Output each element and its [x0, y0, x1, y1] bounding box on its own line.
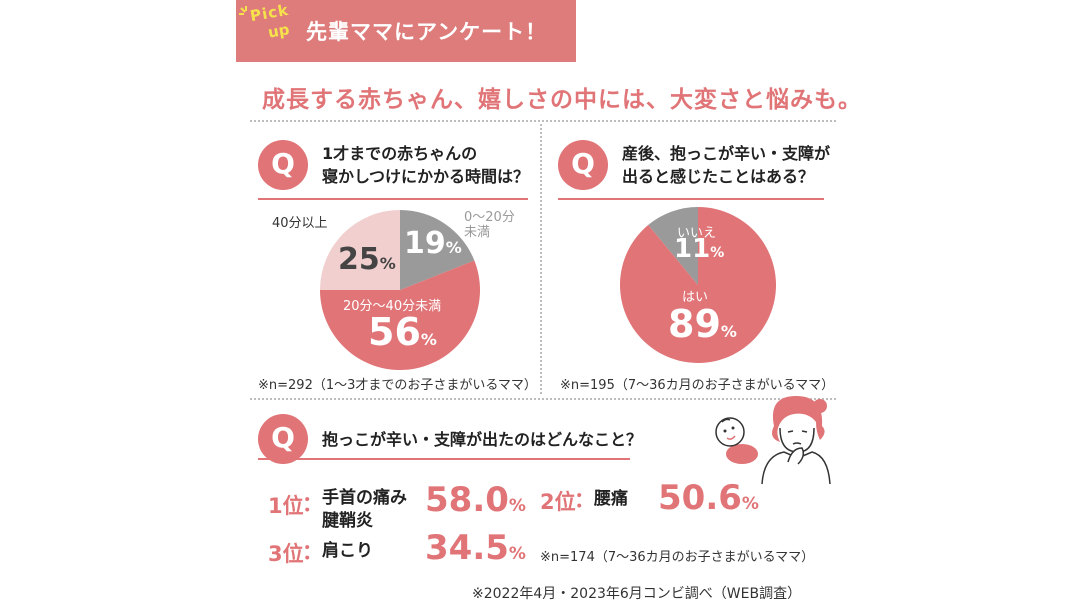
- q1-rule: [258, 198, 528, 200]
- q1-sample-note: ※n=292（1〜3才までのお子さまがいるママ）: [258, 378, 537, 393]
- q1-pct-0-20: 19%: [404, 226, 462, 261]
- q1-pie-chart: [320, 210, 480, 370]
- pie-slice-1: [648, 207, 698, 285]
- q3-rule: [258, 458, 630, 460]
- rank-2-item: 腰痛: [594, 489, 628, 509]
- q2-badge: Q: [558, 140, 608, 190]
- worried-mother-illustration: [761, 396, 831, 484]
- pie-slice-1: [320, 260, 480, 370]
- rank-1-colon: ：: [302, 492, 323, 516]
- q2-pct-yes: 89%: [668, 302, 737, 346]
- baby-illustration: [715, 417, 758, 464]
- q2-pct-no: 11%: [674, 234, 725, 264]
- q2-label-yes: はい: [682, 290, 709, 305]
- q1-pct-20-40: 56%: [368, 310, 437, 354]
- q1-pie-slices: [320, 210, 480, 370]
- rank-3-value: 34.5%: [425, 528, 526, 568]
- q2-label-no: いいえ: [677, 226, 717, 241]
- header-title: 先輩ママにアンケート！: [306, 20, 548, 44]
- q2-pie-slices: [620, 207, 776, 363]
- rank-2-label: 2位: [540, 490, 576, 514]
- q2-rule: [558, 198, 824, 200]
- spark-icon: [239, 6, 247, 15]
- rank-1-item-line1: 手首の痛み: [322, 488, 407, 508]
- q1-question-line1: 1才までの赤ちゃんの: [322, 144, 478, 163]
- q1-label-0-20-suffix: 未満: [464, 225, 491, 240]
- q1-question-line2: 寝かしつけにかかる時間は？: [322, 167, 530, 186]
- q1-pct-40plus: 25%: [338, 242, 396, 277]
- divider-middle: [540, 124, 542, 394]
- header-band: [236, 0, 576, 62]
- rank-1-item-line2: 腱鞘炎: [322, 511, 373, 531]
- q3-sample-note: ※n=174（7〜36カ月のお子さまがいるママ）: [540, 550, 815, 565]
- survey-footnote: ※2022年4月・2023年6月コンビ調べ（WEB調査）: [472, 586, 802, 602]
- rank-2-colon: ：: [574, 488, 595, 512]
- rank-3-colon: ：: [302, 540, 323, 564]
- q2-question-line2: 出ると感じたことはある？: [622, 167, 815, 186]
- q2-question-line1: 産後、抱っこが辛い・支障が: [622, 144, 831, 163]
- rank-3-item: 肩こり: [322, 541, 373, 561]
- divider-bottom: [250, 398, 836, 400]
- divider-top: [250, 120, 836, 122]
- q1-label-20-40: 20分〜40分未満: [343, 299, 442, 314]
- page-subtitle: 成長する赤ちゃん、嬉しさの中には、大変さと悩みも。: [262, 87, 862, 113]
- pickup-label-2: up: [266, 20, 291, 42]
- q1-badge: Q: [258, 140, 308, 190]
- rank-3-label: 3位: [268, 542, 304, 566]
- pie-slice-2: [320, 210, 400, 290]
- rank-1-value: 58.0%: [425, 480, 526, 520]
- q1-label-0-20: 0〜20分: [464, 210, 515, 225]
- q3-question: 抱っこが辛い・支障が出たのはどんなこと？: [322, 430, 643, 449]
- q2-sample-note: ※n=195（7〜36カ月のお子さまがいるママ）: [560, 378, 835, 393]
- rank-2-value: 50.6%: [658, 478, 759, 518]
- q1-label-40plus: 40分以上: [272, 216, 328, 231]
- q2-pie-chart: [620, 207, 776, 363]
- q3-badge: Q: [258, 414, 308, 464]
- pie-slice-0: [400, 210, 475, 290]
- rank-1-label: 1位: [268, 494, 304, 518]
